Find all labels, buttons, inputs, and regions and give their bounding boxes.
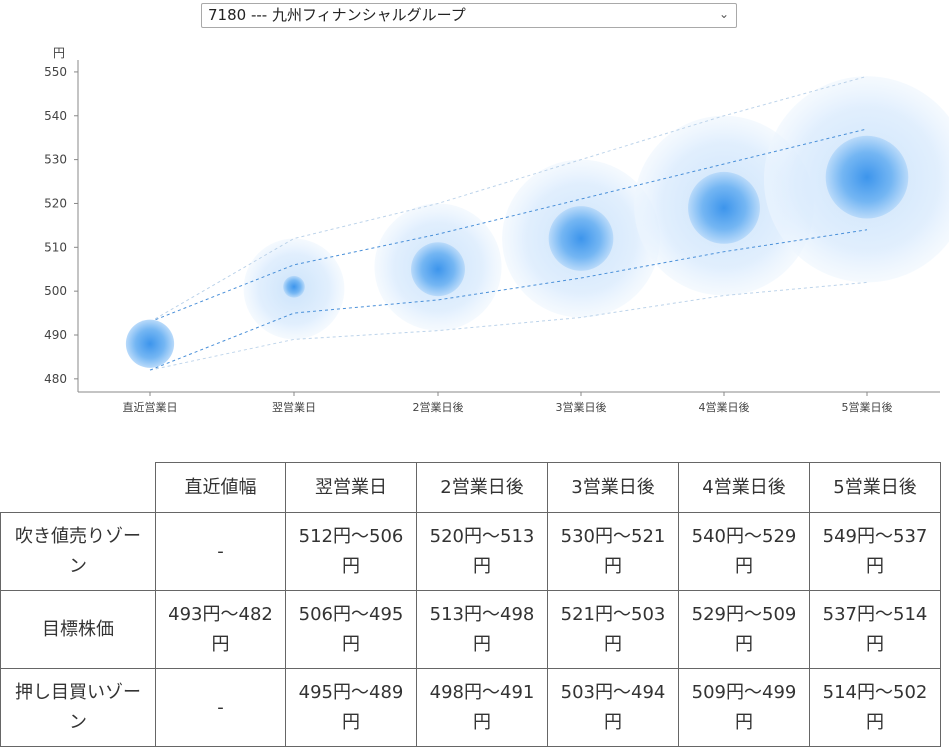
table-row-buy-zone: 押し目買いゾーン - 495円～489円 498円～491円 503円～494円… <box>0 668 941 747</box>
table-cell: - <box>155 668 286 747</box>
table-cell: 498円～491円 <box>416 668 548 747</box>
price-bubble <box>125 319 175 368</box>
table-cell: 529円～509円 <box>678 590 810 669</box>
outer-lower-line <box>149 281 868 371</box>
table-cell: 503円～494円 <box>547 668 679 747</box>
table-cell: 513円～498円 <box>416 590 548 669</box>
table-cell: 506円～495円 <box>285 590 417 669</box>
y-tick-label: 480 <box>44 372 67 386</box>
price-bubble <box>688 171 760 244</box>
y-tick-label: 550 <box>44 65 67 79</box>
price-bubble <box>283 275 305 298</box>
table-cell: 537円～514円 <box>809 590 941 669</box>
row-label: 押し目買いゾーン <box>0 668 156 747</box>
table-cell: 520円～513円 <box>416 512 548 591</box>
x-tick-label: 4営業日後 <box>699 400 750 414</box>
price-forecast-chart: 円 480 490 500 510 520 530 540 550 直近営業日 翌営業日 2営業日後… <box>44 46 949 414</box>
column-header: 3営業日後 <box>547 462 679 513</box>
y-tick-label: 500 <box>44 284 67 298</box>
x-tick-label: 3営業日後 <box>556 400 607 414</box>
y-tick-label: 540 <box>44 109 67 123</box>
table-cell: 495円～489円 <box>285 668 417 747</box>
table-corner-cell <box>0 462 156 513</box>
column-header: 直近値幅 <box>155 462 286 513</box>
column-header: 2営業日後 <box>416 462 548 513</box>
table-cell: - <box>155 512 286 591</box>
y-tick-label: 490 <box>44 328 67 342</box>
zone-table: 直近値幅 翌営業日 2営業日後 3営業日後 4営業日後 5営業日後 吹き値売りゾ… <box>0 462 941 747</box>
x-tick-label: 直近営業日 <box>123 400 178 414</box>
table-cell: 540円～529円 <box>678 512 810 591</box>
column-header: 5営業日後 <box>809 462 941 513</box>
inner-lower-line <box>149 229 868 371</box>
chevron-down-icon: ⌄ <box>718 7 729 21</box>
stock-selector-value: 7180 --- 九州フィナンシャルグループ <box>208 6 466 24</box>
y-tick-label: 510 <box>44 240 67 254</box>
table-cell: 509円～499円 <box>678 668 810 747</box>
table-cell: 512円～506円 <box>285 512 417 591</box>
row-label: 目標株価 <box>0 590 156 669</box>
x-tick-label: 2営業日後 <box>413 400 464 414</box>
table-cell: 493円～482円 <box>155 590 286 669</box>
price-bubble <box>411 242 465 297</box>
y-tick-label: 520 <box>44 196 67 210</box>
column-header: 翌営業日 <box>285 462 417 513</box>
table-cell: 549円～537円 <box>809 512 941 591</box>
x-tick-label: 5営業日後 <box>842 400 893 414</box>
x-tick-label: 翌営業日 <box>272 400 316 414</box>
row-label: 吹き値売りゾーン <box>0 512 156 591</box>
y-axis-label: 円 <box>53 46 65 60</box>
table-cell: 530円～521円 <box>547 512 679 591</box>
column-header: 4営業日後 <box>678 462 810 513</box>
table-row-sell-zone: 吹き値売りゾーン - 512円～506円 520円～513円 530円～521円… <box>0 512 941 591</box>
outer-upper-line <box>149 75 868 323</box>
stock-selector[interactable]: 7180 --- 九州フィナンシャルグループ ⌄ <box>201 3 737 28</box>
table-cell: 521円～503円 <box>547 590 679 669</box>
table-row-target-price: 目標株価 493円～482円 506円～495円 513円～498円 521円～… <box>0 590 941 669</box>
table-header-row: 直近値幅 翌営業日 2営業日後 3営業日後 4営業日後 5営業日後 <box>0 462 941 513</box>
y-tick-label: 530 <box>44 153 67 167</box>
price-bubble <box>825 135 909 219</box>
table-cell: 514円～502円 <box>809 668 941 747</box>
price-bubble <box>548 206 614 271</box>
